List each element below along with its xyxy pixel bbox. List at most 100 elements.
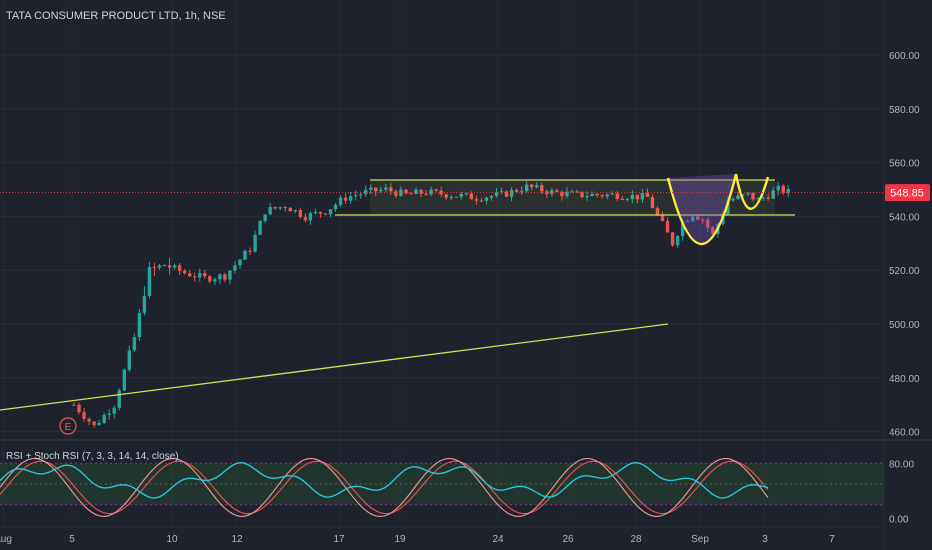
candle-body [399, 189, 403, 196]
candle-body [369, 187, 373, 190]
candle-body [756, 198, 760, 200]
candle-body [555, 190, 559, 192]
price-tick-label: 460.00 [889, 428, 920, 439]
time-tick-label: 17 [333, 534, 345, 545]
candle-body [741, 194, 745, 196]
candle-body [781, 185, 785, 194]
candle-body [308, 213, 313, 221]
candle-body [535, 185, 539, 188]
chart-title[interactable]: TATA CONSUMER PRODUCT LTD, 1h, NSE [6, 10, 226, 22]
candle-body [625, 199, 629, 201]
candle-body [414, 189, 418, 194]
candle-body [424, 193, 428, 195]
time-tick-label: Aug [0, 534, 12, 545]
candle-body [117, 390, 121, 408]
candle-body [701, 219, 705, 221]
candle-body [489, 196, 494, 198]
candle-body [630, 194, 635, 200]
candle-body [464, 193, 469, 195]
candle-body [208, 276, 212, 282]
candle-body [258, 220, 262, 235]
candle-body [761, 197, 765, 199]
candle-body [565, 191, 569, 197]
candle-body [353, 195, 358, 197]
candle-body [514, 189, 519, 192]
indicator-title[interactable]: RSI + Stoch RSI (7, 3, 3, 14, 14, close) [6, 451, 179, 462]
candle-body [615, 193, 619, 199]
candle-body [238, 259, 242, 266]
candle-body [298, 210, 303, 217]
time-tick-label: 24 [492, 534, 504, 545]
candle-body [218, 274, 222, 280]
candle-body [595, 193, 599, 196]
candle-body [736, 195, 740, 199]
candle-body [419, 189, 423, 194]
candle-body [132, 337, 137, 351]
candle-body [72, 404, 76, 406]
price-tick-label: 480.00 [889, 374, 920, 385]
price-candles [72, 181, 790, 428]
candle-body [228, 270, 232, 280]
candle-body [364, 189, 368, 195]
candle-body [233, 265, 237, 271]
price-axis[interactable]: 600.00 580.00 560.00 540.00 520.00 500.00 480.… [889, 51, 920, 439]
candle-body [177, 265, 182, 271]
candle-body [766, 197, 770, 199]
candle-body [771, 190, 775, 199]
candle-body [328, 209, 333, 215]
candle-body [394, 191, 398, 196]
candle-body [675, 236, 680, 246]
candle-body [389, 187, 393, 192]
channel-fill [370, 180, 775, 215]
candle-body [409, 193, 413, 195]
candle-body [203, 273, 207, 277]
current-price-label: 548.85 [890, 188, 924, 200]
time-tick-label: 12 [231, 534, 243, 545]
candle-body [509, 189, 514, 197]
candle-body [343, 197, 348, 201]
candle-body [575, 191, 579, 193]
candle-body [107, 413, 111, 415]
candle-body [459, 194, 464, 197]
candle-body [283, 207, 287, 209]
price-tick-label: 540.00 [889, 212, 920, 223]
candle-body [519, 191, 524, 193]
candle-body [268, 207, 272, 215]
candle-body [167, 265, 172, 268]
candle-body [454, 196, 458, 198]
candle-body [333, 204, 338, 210]
candle-body [530, 184, 534, 188]
candle-body [650, 197, 655, 209]
rising-trendline [0, 323, 669, 411]
candle-body [157, 265, 162, 268]
candle-body [182, 270, 187, 274]
candle-body [162, 265, 167, 267]
candle-body [680, 221, 685, 237]
candle-body [590, 193, 594, 197]
candle-body [384, 187, 388, 190]
candle-body [152, 267, 157, 269]
candle-body [359, 194, 363, 196]
time-axis[interactable]: Aug 5 10 12 17 19 24 26 28 Sep 3 7 [0, 534, 835, 545]
candle-body [469, 193, 474, 200]
candle-body [429, 189, 433, 195]
candle-body [600, 195, 604, 197]
candle-body [187, 273, 192, 277]
candle-body [273, 207, 277, 209]
cup-curve [666, 173, 738, 246]
earnings-marker[interactable]: E [59, 417, 77, 435]
candle-body [243, 250, 247, 260]
candle-body [746, 192, 750, 195]
candle-body [223, 274, 227, 280]
candle-body [585, 196, 589, 198]
time-tick-label: 7 [829, 534, 835, 545]
indicator-axis[interactable]: 80.00 0.00 [889, 459, 914, 525]
earnings-icon[interactable] [59, 417, 77, 435]
rsi-band [0, 462, 884, 506]
candle-body [560, 191, 564, 197]
price-tick-label: 580.00 [889, 105, 920, 116]
candle-body [685, 221, 690, 223]
candle-body [525, 184, 529, 192]
